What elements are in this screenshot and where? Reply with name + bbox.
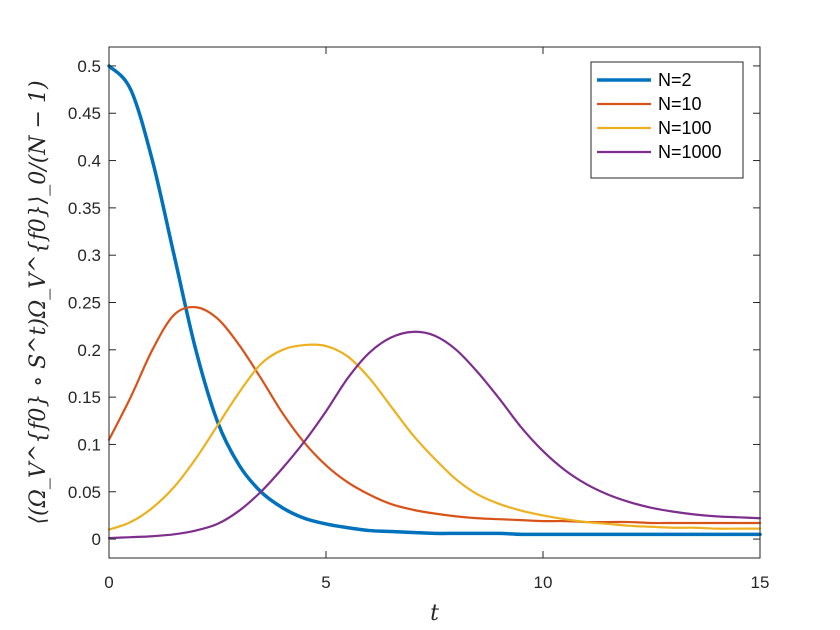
y-tick-label: 0.5 [77,57,101,76]
x-tick-label: 0 [104,573,113,592]
legend: N=2 N=10 N=100 N=1000 [590,61,744,179]
legend-label: N=2 [658,70,692,90]
x-tick-label: 5 [321,573,330,592]
series-line-0 [107,64,762,537]
legend-label: N=10 [658,94,702,114]
series-line-1 [107,305,762,525]
y-tick-label: 0.35 [68,199,101,218]
series-line-2 [107,343,762,531]
y-tick-label: 0.15 [68,388,101,407]
y-tick-label: 0.4 [77,152,101,171]
legend-label: N=1000 [658,142,722,162]
x-tick-label: 15 [751,573,770,592]
y-tick-label: 0.3 [77,246,101,265]
y-tick-label: 0.45 [68,104,101,123]
y-tick-label: 0.05 [68,483,101,502]
x-axis-label: t [430,601,439,626]
y-tick-label: 0 [92,530,101,549]
series-line-3 [107,330,762,540]
y-tick-label: 0.25 [68,294,101,313]
x-tick-label: 10 [534,573,553,592]
y-axis-label: ⟨(Ω_V^{f0} ∘ S^t)Ω_V^{f0}⟩_0/(N − 1) [26,80,51,524]
series-layer [107,64,762,540]
legend-label: N=100 [658,118,712,138]
y-tick-label: 0.1 [77,435,101,454]
y-tick-label: 0.2 [77,341,101,360]
ticks-layer: 0 5 10 15 0 0.05 0.1 0.15 0.2 0.25 0.3 0.35 0.4 0.45 0… [68,47,770,592]
